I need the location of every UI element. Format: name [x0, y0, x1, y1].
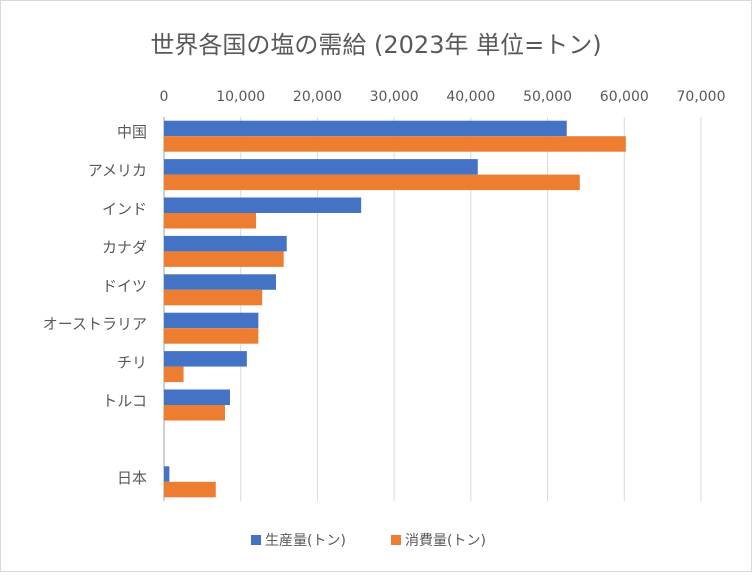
bar-consumption: [164, 213, 257, 229]
x-tick-label: 70,000: [677, 89, 726, 105]
bar-consumption: [164, 366, 184, 383]
x-tick-label: 0: [160, 89, 169, 105]
x-tick-label: 10,000: [216, 89, 265, 105]
x-tick-label: 40,000: [446, 89, 495, 105]
bar-consumption: [164, 405, 225, 421]
bar-production: [164, 389, 230, 405]
bar-production: [164, 159, 478, 175]
legend-label: 生産量(トン): [265, 533, 346, 549]
legend-label: 消費量(トン): [405, 533, 486, 549]
category-label: インド: [102, 200, 147, 218]
category-label: カナダ: [102, 238, 147, 256]
x-tick-label: 50,000: [523, 89, 572, 105]
legend-swatch: [391, 535, 401, 545]
bar-production: [164, 120, 567, 137]
bar-production: [164, 274, 277, 290]
x-tick-label: 60,000: [600, 89, 649, 105]
bar-production: [164, 466, 170, 482]
bar-consumption: [164, 174, 580, 191]
category-label: 日本: [117, 469, 147, 487]
bar-consumption: [164, 136, 626, 152]
bar-consumption: [164, 251, 284, 267]
chart-title: 世界各国の塩の需給 (2023年 単位=トン): [150, 31, 601, 59]
category-label: トルコ: [102, 392, 147, 410]
category-label: アメリカ: [88, 162, 147, 180]
category-label: ドイツ: [102, 277, 147, 295]
x-tick-label: 20,000: [293, 89, 342, 105]
bar-production: [164, 235, 287, 252]
category-label: 中国: [117, 123, 147, 141]
bar-production: [164, 197, 362, 213]
bar-consumption: [164, 328, 259, 344]
bar-production: [164, 351, 247, 367]
bar-consumption: [164, 289, 263, 306]
x-tick-label: 30,000: [370, 89, 419, 105]
bar-production: [164, 312, 259, 329]
legend-swatch: [251, 535, 261, 545]
bar-consumption: [164, 481, 216, 498]
category-label: オーストラリア: [43, 315, 147, 333]
category-label: チリ: [117, 354, 147, 372]
